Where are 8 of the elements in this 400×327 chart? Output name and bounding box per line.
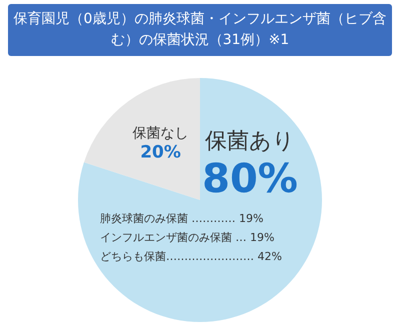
slice-label: 保菌あり	[205, 129, 295, 154]
annotation: 肺炎球菌のみ保菌 ………… 19%	[100, 212, 264, 225]
slice-label: 保菌なし	[132, 126, 189, 142]
data-label: 20%	[140, 142, 181, 163]
annotation: インフルエンザ菌のみ保菌 … 19%	[100, 231, 274, 244]
data-label: 80%	[202, 156, 298, 202]
annotation: どちらも保菌…………………… 42%	[100, 250, 282, 263]
chart-title: 保育園児（0歳児）の肺炎球菌・インフルエンザ菌（ヒブ含む）の保菌状況（31例）※1	[8, 4, 392, 56]
